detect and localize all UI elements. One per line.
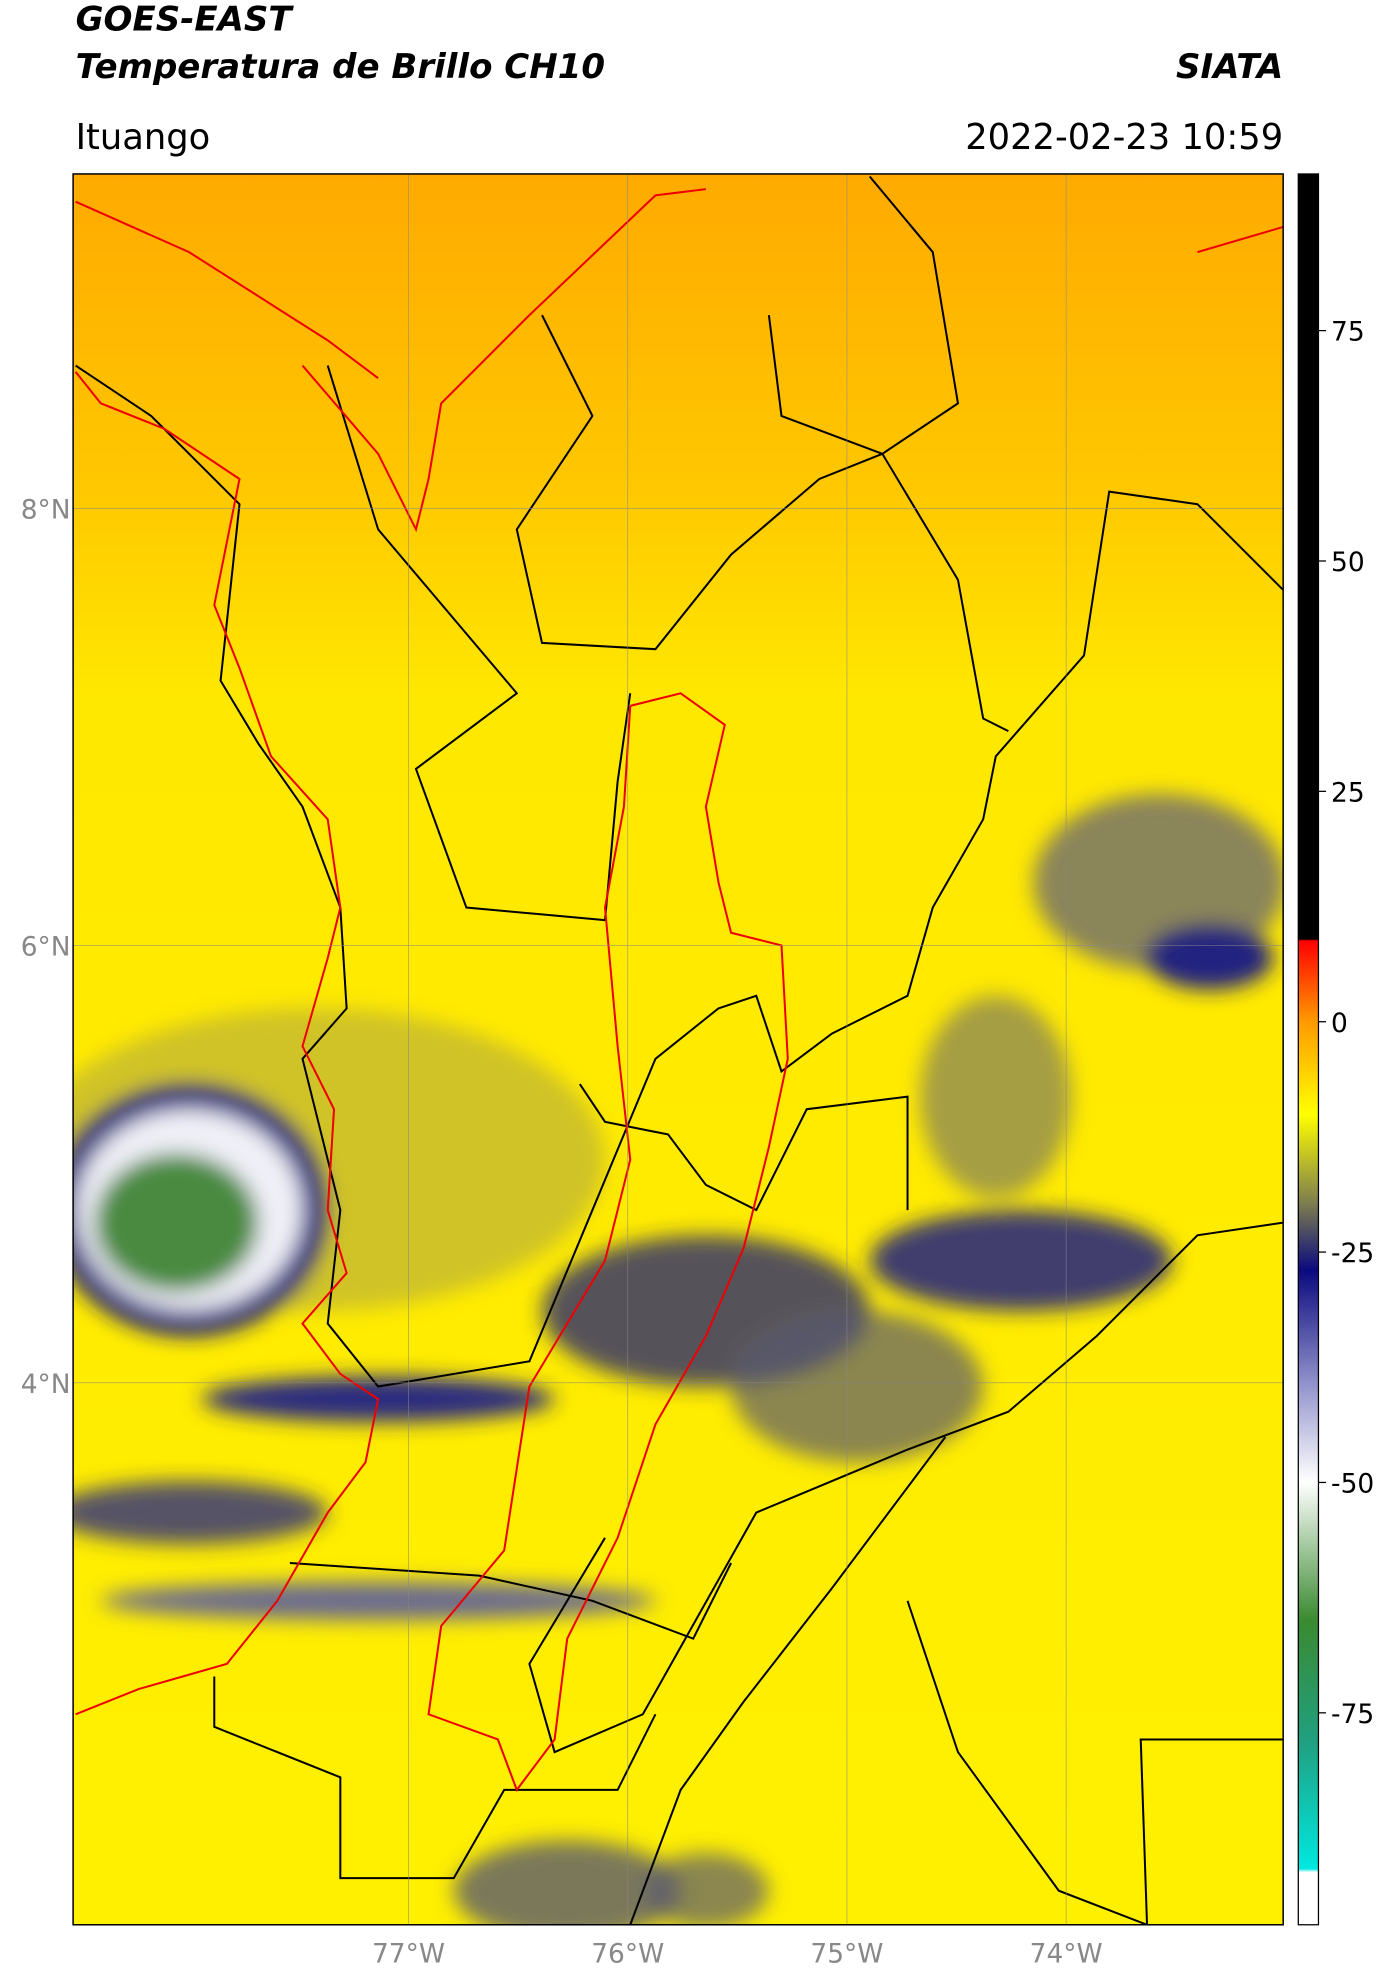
lon-tick-label: 77°W	[372, 1939, 445, 1970]
colorbar-tick-label: 50	[1331, 547, 1365, 578]
colorbar-tick-label: 0	[1331, 1008, 1348, 1039]
lon-tick-label: 75°W	[810, 1939, 883, 1970]
clouds	[73, 794, 1284, 1925]
lat-tick-label: 8°N	[21, 494, 71, 525]
lat-tick-label: 4°N	[21, 1369, 71, 1400]
colorbar-tick-label: -25	[1331, 1238, 1374, 1269]
subtitle: Temperatura de Brillo CH10	[76, 47, 605, 87]
map-frame	[72, 173, 1284, 1926]
colorbar-tick-label: -50	[1331, 1469, 1374, 1500]
source: SIATA	[1176, 47, 1283, 87]
borders	[75, 175, 1284, 1925]
lat-tick-label: 6°N	[21, 932, 71, 963]
location: Ituango	[76, 117, 211, 158]
title: GOES-EAST	[76, 0, 295, 39]
colorbar-tick-label: 25	[1331, 777, 1365, 808]
gridlines	[73, 173, 1284, 1925]
coastline-basin	[74, 188, 1284, 1792]
map	[73, 173, 1284, 1925]
datetime: 2022-02-23 10:59	[965, 117, 1283, 158]
colorbar-tick-label: 75	[1331, 317, 1365, 348]
colorbar-tick-label: -75	[1331, 1699, 1374, 1730]
colorbar	[1297, 173, 1320, 1926]
lon-tick-label: 74°W	[1030, 1939, 1103, 1970]
lon-tick-label: 76°W	[591, 1939, 664, 1970]
